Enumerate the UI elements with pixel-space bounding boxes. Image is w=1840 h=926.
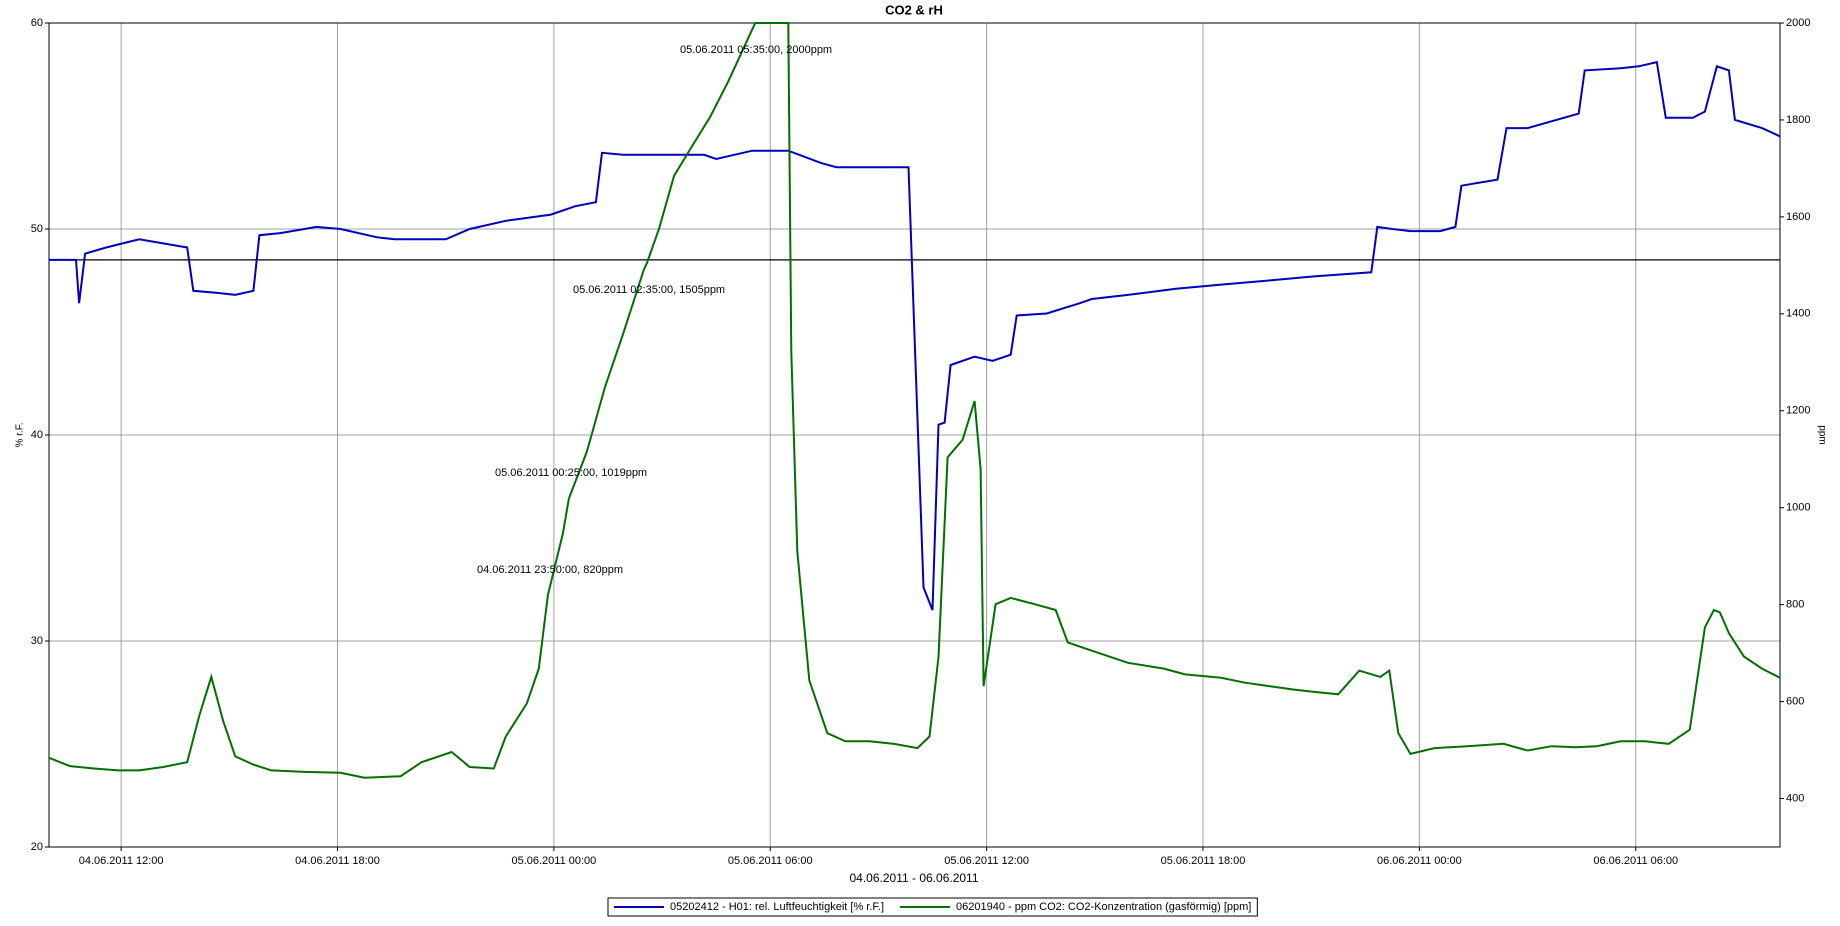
y2-tick-label: 1000 — [1786, 502, 1810, 514]
legend: 05202412 - H01: rel. Luftfeuchtigkeit [%… — [607, 897, 1258, 917]
y2-tick-label: 1600 — [1786, 211, 1810, 223]
y2-tick-label: 1200 — [1786, 405, 1810, 417]
data-line — [49, 60, 1780, 611]
annotation: 04.06.2011 23:50:00, 820ppm — [477, 564, 623, 576]
x-tick-label: 05.06.2011 00:00 — [511, 855, 596, 867]
legend-label: 05202412 - H01: rel. Luftfeuchtigkeit [%… — [670, 901, 884, 913]
y2-tick-label: 800 — [1786, 599, 1804, 611]
legend-label: 06201940 - ppm CO2: CO2-Konzentration (g… — [956, 901, 1251, 913]
y2-tick-label: 1800 — [1786, 114, 1810, 126]
x-tick-label: 05.06.2011 12:00 — [944, 855, 1029, 867]
x-tick-label: 06.06.2011 06:00 — [1593, 855, 1678, 867]
y-tick-label: 30 — [31, 635, 43, 647]
x-axis-label: 04.06.2011 - 06.06.2011 — [850, 871, 979, 885]
y-tick-label: 40 — [31, 429, 43, 441]
data-line — [49, 22, 1780, 779]
annotation: 05.06.2011 05:35:00, 2000ppm — [680, 44, 832, 56]
x-tick-label: 04.06.2011 12:00 — [79, 855, 164, 867]
y2-tick-label: 2000 — [1786, 17, 1810, 29]
y-tick-label: 50 — [31, 223, 43, 235]
y2-axis-label: ppm — [1816, 425, 1827, 444]
y-tick-label: 60 — [31, 17, 43, 29]
y-axis-label: % r.F. — [15, 422, 26, 447]
x-tick-label: 06.06.2011 00:00 — [1377, 855, 1462, 867]
y-tick-label: 20 — [31, 841, 43, 853]
x-tick-label: 04.06.2011 18:00 — [295, 855, 380, 867]
annotation: 05.06.2011 02:35:00, 1505ppm — [573, 284, 725, 296]
x-tick-label: 05.06.2011 18:00 — [1161, 855, 1246, 867]
y2-tick-label: 600 — [1786, 695, 1804, 707]
y2-tick-label: 400 — [1786, 792, 1804, 804]
plot-frame — [48, 22, 1781, 848]
y2-tick-label: 1400 — [1786, 308, 1810, 320]
x-tick-label: 05.06.2011 06:00 — [728, 855, 813, 867]
chart-title: CO2 & rH — [885, 2, 943, 17]
annotation: 05.06.2011 00:25:00, 1019ppm — [495, 467, 647, 479]
